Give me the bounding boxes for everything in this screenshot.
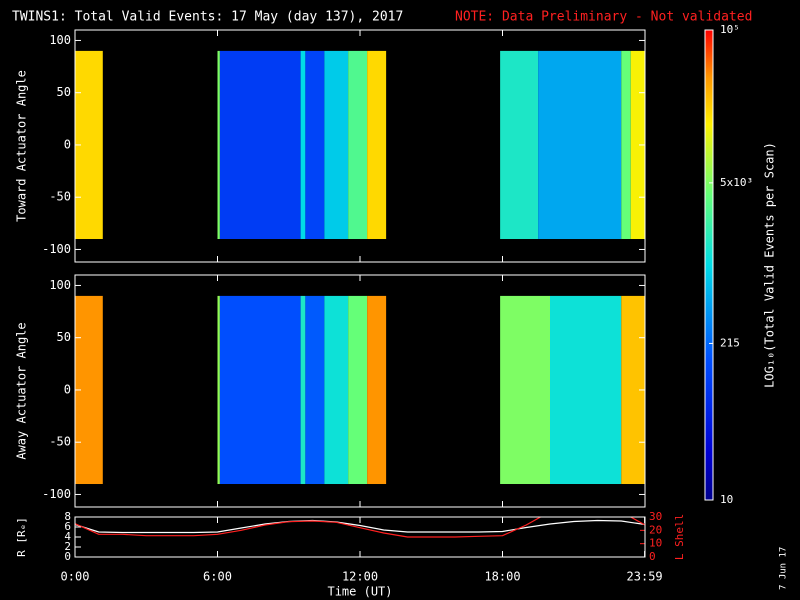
- x-tick-label: 23:59: [627, 570, 663, 584]
- date-stamp: 7 Jun 17: [779, 547, 789, 590]
- y-tick-label: 8: [64, 510, 71, 523]
- y-tick-label: -50: [49, 190, 71, 204]
- x-axis-label: Time (UT): [327, 585, 392, 599]
- y-axis-label: R [Rₑ]: [15, 517, 28, 557]
- x-tick-label: 6:00: [203, 570, 232, 584]
- y-tick-label: 0: [64, 137, 71, 151]
- colorbar-tick-label: 10: [720, 493, 733, 506]
- heatmap-cell: [630, 50, 645, 240]
- heatmap-cell: [538, 50, 622, 240]
- heatmap-cell: [348, 295, 368, 485]
- heatmap-cell: [219, 295, 301, 485]
- colorbar-tick-label: 5x10³: [720, 176, 753, 189]
- series-line: [75, 519, 645, 534]
- y-tick-label: -50: [49, 435, 71, 449]
- heatmap-cell: [305, 50, 325, 240]
- heatmap-cell: [500, 295, 550, 485]
- y2-tick-label: 0: [649, 550, 656, 563]
- colorbar-tick-label: 10⁵: [720, 23, 740, 36]
- y-tick-label: 0: [64, 382, 71, 396]
- y-tick-label: 50: [57, 330, 71, 344]
- y-tick-label: 0: [64, 550, 71, 563]
- heatmap-cell: [500, 50, 539, 240]
- y-tick-label: 6: [64, 520, 71, 533]
- heatmap-cell: [217, 295, 220, 485]
- x-tick-label: 18:00: [484, 570, 520, 584]
- y-axis-label: Toward Actuator Angle: [15, 70, 29, 222]
- y2-tick-label: 20: [649, 523, 662, 536]
- y-tick-label: -100: [42, 487, 71, 501]
- y-tick-label: 100: [49, 33, 71, 47]
- colorbar-label: LOG₁₀(Total Valid Events per Scan): [763, 142, 777, 388]
- colorbar-tick-label: 215: [720, 336, 740, 349]
- x-tick-label: 12:00: [342, 570, 378, 584]
- heatmap-cell: [621, 50, 631, 240]
- heatmap-cell: [324, 295, 349, 485]
- note: NOTE: Data Preliminary - Not validated: [455, 10, 752, 25]
- heatmap-cell: [348, 50, 368, 240]
- heatmap-cell: [217, 50, 220, 240]
- colorbar: [704, 29, 714, 501]
- heatmap-cell: [324, 50, 349, 240]
- y-axis-label: Away Actuator Angle: [15, 322, 29, 459]
- y-tick-label: 100: [49, 278, 71, 292]
- heatmap-cell: [219, 50, 301, 240]
- x-tick-label: 0:00: [61, 570, 90, 584]
- y-tick-label: 50: [57, 85, 71, 99]
- y-tick-label: -100: [42, 242, 71, 256]
- y-tick-label: 4: [64, 530, 71, 543]
- series-line: [75, 517, 645, 538]
- heatmap-cell: [550, 295, 622, 485]
- y-tick-label: 2: [64, 540, 71, 553]
- heatmap-cell: [367, 295, 387, 485]
- heatmap-cell: [300, 295, 306, 485]
- y2-tick-label: 30: [649, 510, 662, 523]
- title: TWINS1: Total Valid Events: 17 May (day …: [12, 10, 403, 25]
- y2-tick-label: 10: [649, 537, 662, 550]
- heatmap-cell: [621, 295, 645, 485]
- y2-axis-label: L Shell: [673, 514, 686, 560]
- heatmap-cell: [367, 50, 387, 240]
- heatmap-cell: [300, 50, 306, 240]
- heatmap-cell: [305, 295, 325, 485]
